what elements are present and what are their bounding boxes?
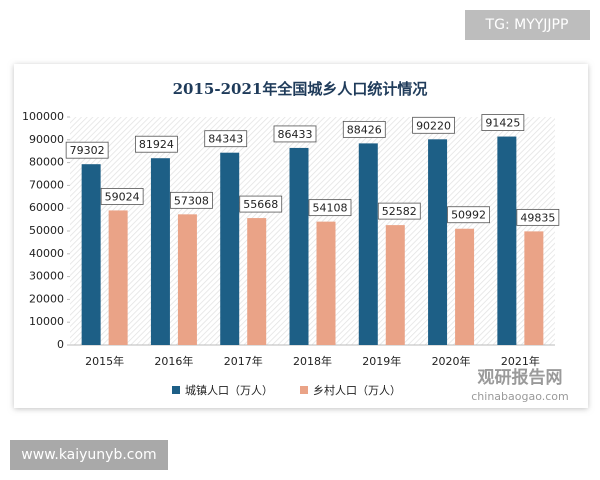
data-label: 55668 [243, 198, 278, 211]
data-label-box [342, 120, 386, 138]
data-label: 50992 [451, 209, 486, 222]
y-tick-label: 30000 [29, 270, 64, 283]
x-tick-label: 2016年 [154, 354, 193, 368]
data-label-box [65, 141, 109, 159]
y-tick-label: 90000 [29, 133, 64, 146]
bar [150, 158, 170, 345]
y-tick-label: 100000 [22, 110, 64, 123]
bar [455, 228, 475, 345]
x-tick-label: 2021年 [501, 354, 540, 368]
data-label-box [516, 208, 560, 226]
y-tick-label: 50000 [29, 224, 64, 237]
data-label-box [481, 114, 525, 131]
data-label-box [308, 199, 352, 217]
watermark: chinabaogao.com [471, 390, 569, 403]
data-label: 79302 [70, 144, 105, 157]
y-tick-label: 70000 [29, 178, 64, 191]
legend-label: 城镇人口（万人） [185, 383, 273, 397]
data-label: 57308 [174, 194, 209, 207]
bar [177, 214, 197, 345]
chart-title: 2015-2021年全国城乡人口统计情况 [173, 80, 428, 98]
bar [316, 221, 336, 345]
x-tick-label: 2018年 [293, 354, 332, 368]
data-label-box [273, 125, 317, 143]
bar [497, 136, 517, 345]
y-tick-label: 0 [57, 338, 64, 351]
data-label-box [135, 135, 178, 153]
legend-swatch [300, 386, 308, 394]
watermark-box [10, 440, 168, 470]
data-label: 88426 [347, 123, 382, 136]
watermark: 观研报告网 [477, 367, 563, 388]
bar [81, 164, 101, 345]
y-tick-label: 40000 [29, 247, 64, 260]
data-label-box [412, 116, 455, 134]
x-tick-label: 2020年 [432, 354, 471, 368]
watermark-box [465, 10, 590, 40]
data-label: 86433 [278, 128, 313, 141]
data-label-box [377, 202, 421, 220]
data-label: 52582 [382, 205, 417, 218]
x-tick-label: 2015年 [85, 354, 124, 368]
y-tick-label: 20000 [29, 292, 64, 305]
data-label-box [447, 206, 490, 224]
legend-swatch [172, 386, 180, 394]
y-tick-label: 10000 [29, 315, 64, 328]
bar [428, 139, 448, 345]
data-label: 49835 [520, 211, 555, 224]
bar [220, 152, 240, 345]
bar [289, 147, 309, 345]
data-label-box [100, 188, 144, 205]
bar [108, 210, 128, 345]
data-label: 84343 [208, 133, 243, 146]
x-tick-label: 2019年 [362, 354, 401, 368]
data-label-box [204, 130, 248, 148]
data-label: 91425 [485, 117, 520, 130]
data-label: 54108 [313, 202, 348, 215]
legend-label: 乡村人口（万人） [313, 383, 401, 397]
watermark: www.kaiyunyb.com [21, 447, 156, 463]
data-label: 59024 [105, 190, 140, 203]
bar [524, 231, 544, 345]
y-tick-label: 60000 [29, 201, 64, 214]
bar [358, 143, 378, 345]
data-label: 81924 [139, 138, 174, 151]
bar [385, 225, 405, 345]
y-tick-label: 80000 [29, 156, 64, 169]
data-label-box [170, 191, 213, 209]
data-label-box [239, 195, 283, 213]
watermark: TG: MYYJJPP [485, 17, 569, 33]
plot-area [70, 117, 555, 345]
x-tick-label: 2017年 [224, 354, 263, 368]
data-label: 90220 [416, 119, 451, 132]
bar [247, 218, 267, 345]
